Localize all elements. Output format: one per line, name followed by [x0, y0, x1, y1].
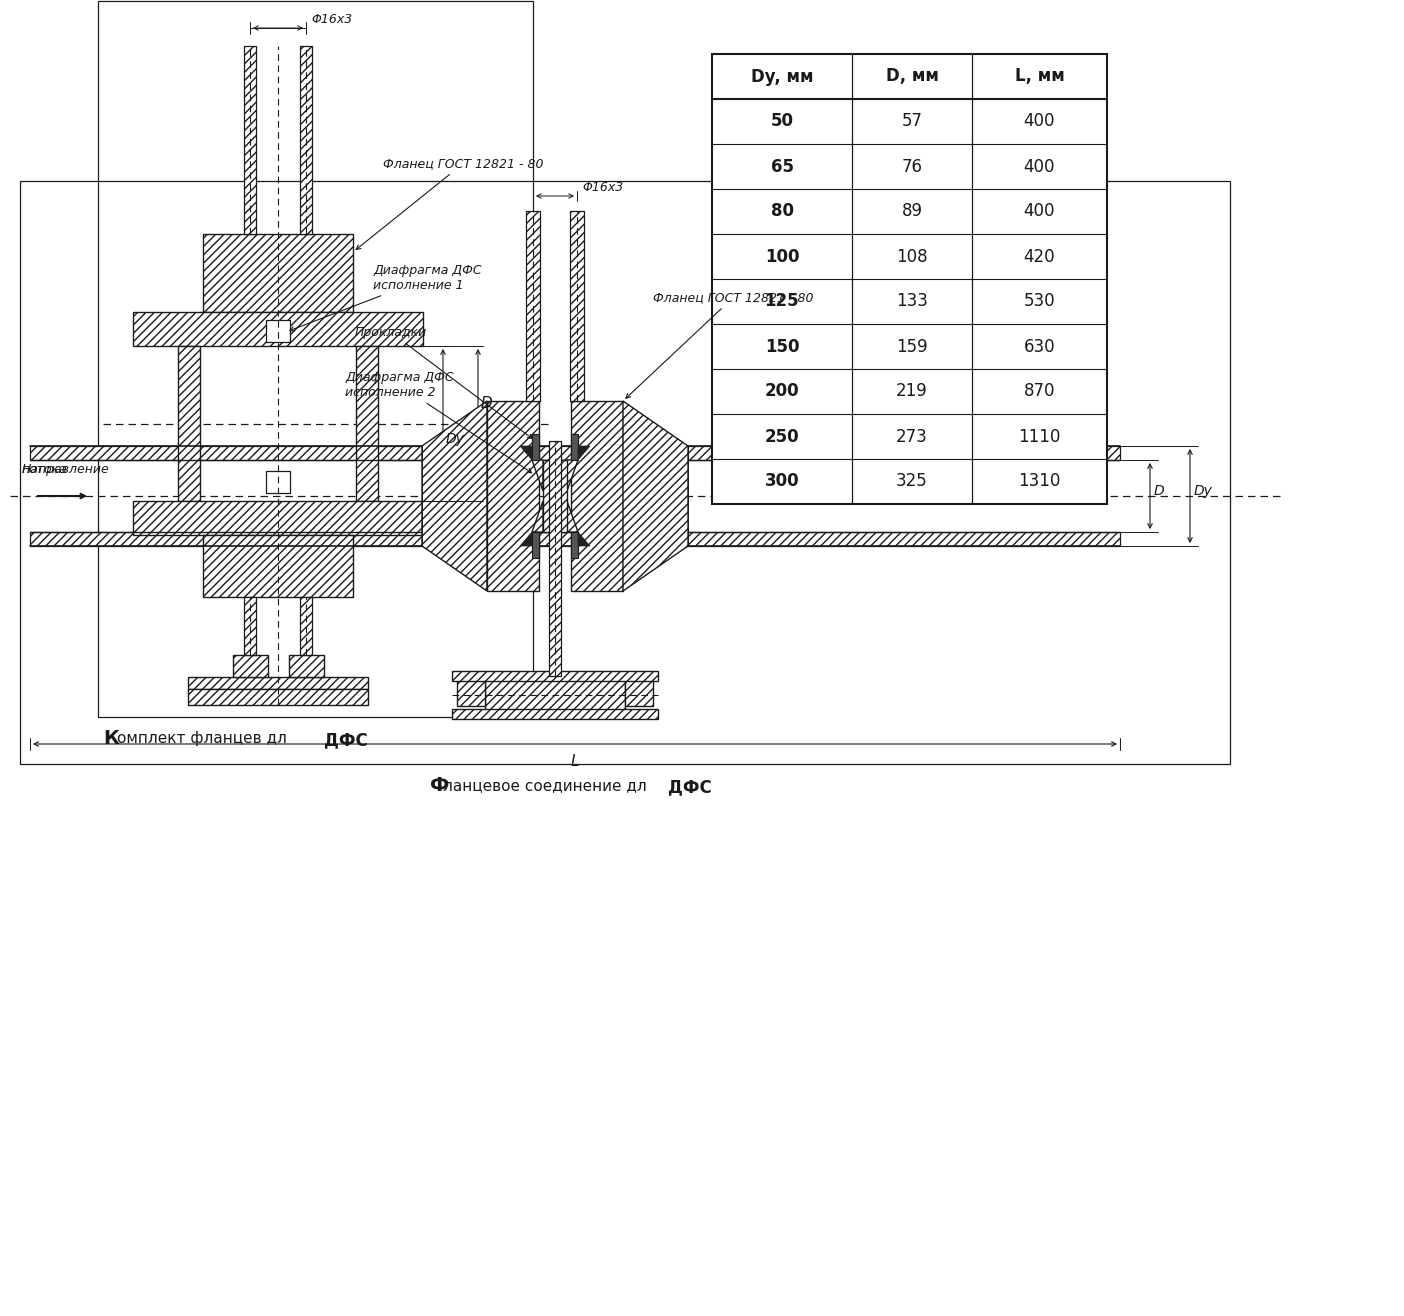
Bar	[452, 671, 658, 680]
Text: омплект фланцев дл: омплект фланцев дл	[117, 730, 292, 746]
Text: ДФС: ДФС	[324, 730, 368, 749]
Text: 250: 250	[765, 428, 799, 446]
Text: Диафрагма ДФС
исполнение 2: Диафрагма ДФС исполнение 2	[345, 371, 532, 472]
Bar	[188, 690, 368, 705]
Text: 125: 125	[765, 292, 799, 311]
Bar	[233, 655, 268, 676]
Text: Прокладки: Прокладки	[355, 326, 532, 438]
Text: 150: 150	[765, 337, 799, 355]
Bar	[133, 501, 423, 536]
Text: D: D	[482, 396, 493, 411]
Text: 89: 89	[901, 203, 922, 221]
Polygon shape	[519, 532, 532, 546]
Text: D: D	[1154, 484, 1165, 497]
Bar	[712, 54, 1106, 504]
Polygon shape	[567, 461, 578, 491]
Polygon shape	[567, 501, 578, 532]
Text: 870: 870	[1024, 383, 1056, 400]
Text: потока: потока	[22, 447, 67, 476]
Bar	[570, 211, 584, 401]
Bar	[265, 320, 291, 342]
Bar	[571, 401, 623, 591]
Text: L: L	[571, 754, 580, 769]
Text: 76: 76	[901, 158, 922, 175]
Text: Фланец ГОСТ 12821 - 80: Фланец ГОСТ 12821 - 80	[626, 291, 813, 399]
Bar	[98, 1, 534, 717]
Bar	[178, 346, 199, 501]
Text: ланцевое соединение дл: ланцевое соединение дл	[444, 778, 651, 794]
Text: Φ16x3: Φ16x3	[312, 13, 352, 26]
Text: L, мм: L, мм	[1015, 67, 1064, 86]
Text: 530: 530	[1024, 292, 1056, 311]
Text: 300: 300	[765, 472, 799, 491]
Polygon shape	[578, 446, 590, 461]
Polygon shape	[532, 461, 543, 491]
Bar	[188, 676, 368, 690]
Bar	[357, 346, 378, 501]
Bar	[29, 532, 1120, 546]
Text: 200: 200	[765, 383, 799, 400]
Text: 325: 325	[896, 472, 928, 491]
Text: 1310: 1310	[1018, 472, 1060, 491]
Bar	[300, 46, 312, 234]
Bar	[288, 655, 323, 676]
Bar	[625, 676, 653, 705]
Polygon shape	[423, 401, 487, 591]
Text: Фланец ГОСТ 12821 - 80: Фланец ГОСТ 12821 - 80	[357, 157, 543, 250]
Text: Направление: Направление	[22, 463, 110, 476]
Text: 133: 133	[896, 292, 928, 311]
Bar	[244, 597, 256, 655]
Bar	[532, 434, 539, 461]
Bar	[20, 182, 1230, 765]
Bar	[29, 446, 1120, 461]
Bar	[571, 532, 578, 558]
Text: D, мм: D, мм	[886, 67, 938, 86]
Bar	[487, 401, 539, 591]
Bar	[300, 597, 312, 655]
Bar	[532, 532, 539, 558]
Text: Dy: Dy	[446, 432, 465, 446]
Bar	[543, 461, 567, 532]
Bar	[204, 536, 352, 597]
Text: Ф: Ф	[430, 776, 449, 795]
Text: Φ16x3: Φ16x3	[583, 182, 623, 193]
Text: 57: 57	[901, 112, 922, 130]
Text: Диафрагма ДФС
исполнение 1: Диафрагма ДФС исполнение 1	[289, 265, 482, 332]
Text: 400: 400	[1024, 112, 1056, 130]
Text: 80: 80	[771, 203, 793, 221]
Text: ДФС: ДФС	[668, 778, 712, 796]
Bar	[456, 676, 484, 705]
Text: 400: 400	[1024, 203, 1056, 221]
Text: 100: 100	[765, 247, 799, 266]
Text: Dy: Dy	[1193, 484, 1213, 497]
Text: 219: 219	[896, 383, 928, 400]
Text: 1110: 1110	[1018, 428, 1060, 446]
Bar	[244, 46, 256, 234]
Bar	[452, 709, 658, 719]
Polygon shape	[519, 446, 532, 461]
Polygon shape	[623, 401, 688, 591]
Text: Dy, мм: Dy, мм	[751, 67, 813, 86]
Bar	[265, 471, 291, 494]
Bar	[526, 211, 541, 401]
Bar	[133, 312, 423, 346]
Text: К: К	[102, 729, 119, 747]
Bar	[549, 441, 562, 676]
Text: 273: 273	[896, 428, 928, 446]
Polygon shape	[578, 532, 590, 546]
Text: 400: 400	[1024, 158, 1056, 175]
Text: 159: 159	[896, 337, 928, 355]
Polygon shape	[532, 501, 543, 532]
Bar	[484, 676, 625, 715]
Bar	[571, 434, 578, 461]
Text: 50: 50	[771, 112, 793, 130]
Text: 65: 65	[771, 158, 793, 175]
Text: 420: 420	[1024, 247, 1056, 266]
Bar	[204, 234, 352, 312]
Text: 630: 630	[1024, 337, 1056, 355]
Text: 108: 108	[896, 247, 928, 266]
